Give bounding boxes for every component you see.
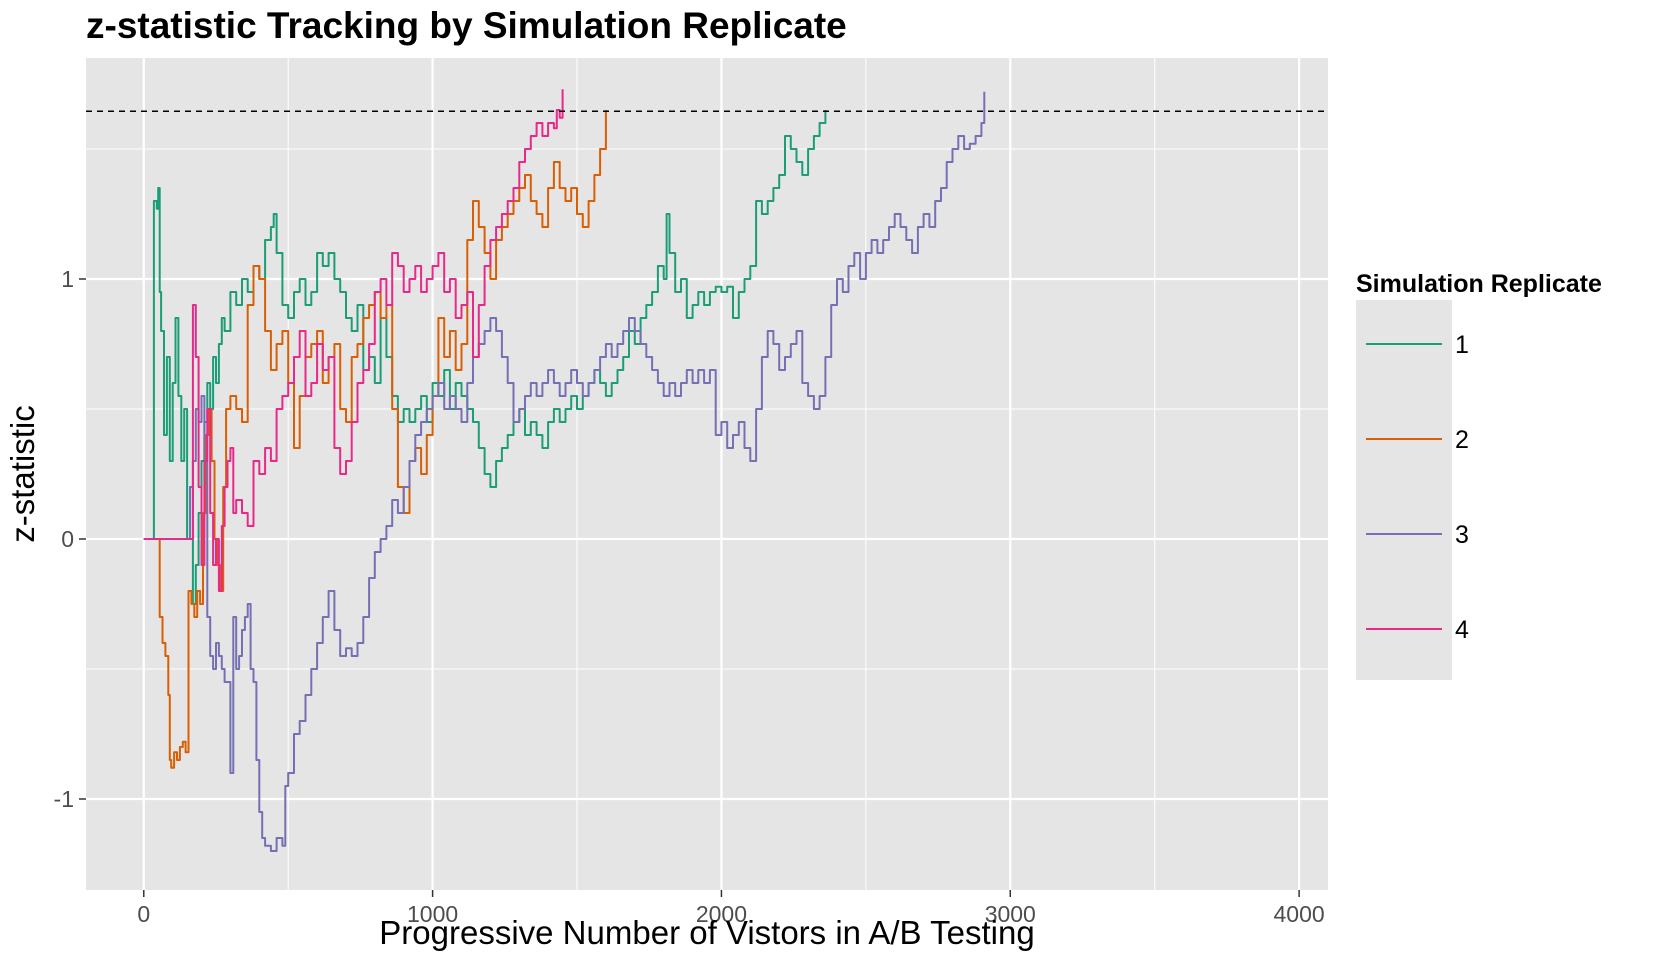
- series-line-4: [143, 89, 564, 592]
- legend-label-1: 1: [1455, 331, 1469, 359]
- x-tick-label: 2000: [696, 901, 747, 927]
- x-tick-label: 1000: [407, 901, 458, 927]
- y-tick-label: 0: [61, 526, 74, 552]
- y-axis-title: z-statistic: [4, 405, 41, 543]
- chart-title: z-statistic Tracking by Simulation Repli…: [86, 5, 847, 46]
- y-tick-label: 1: [61, 266, 74, 292]
- series-line-3: [143, 91, 986, 852]
- legend-items: 1 2 3 4: [1366, 331, 1469, 644]
- x-tick-label: 4000: [1274, 901, 1325, 927]
- series-line-2: [143, 110, 607, 769]
- legend: Simulation Replicate 1 2 3 4: [1356, 270, 1602, 680]
- series-line-1: [143, 110, 827, 605]
- legend-title: Simulation Replicate: [1356, 270, 1602, 298]
- axis-ticks: 0 1000 2000 3000 4000 -1 0 1: [54, 266, 1325, 927]
- legend-label-3: 3: [1455, 521, 1469, 549]
- legend-key-background: [1356, 300, 1452, 680]
- x-axis-title: Progressive Number of Vistors in A/B Tes…: [379, 914, 1034, 951]
- legend-label-2: 2: [1455, 426, 1469, 454]
- plot-panel: [86, 58, 1328, 890]
- x-tick-label: 3000: [985, 901, 1036, 927]
- series-lines: [143, 89, 986, 852]
- y-tick-label: -1: [54, 786, 74, 812]
- legend-label-4: 4: [1455, 616, 1469, 644]
- x-tick-label: 0: [137, 901, 150, 927]
